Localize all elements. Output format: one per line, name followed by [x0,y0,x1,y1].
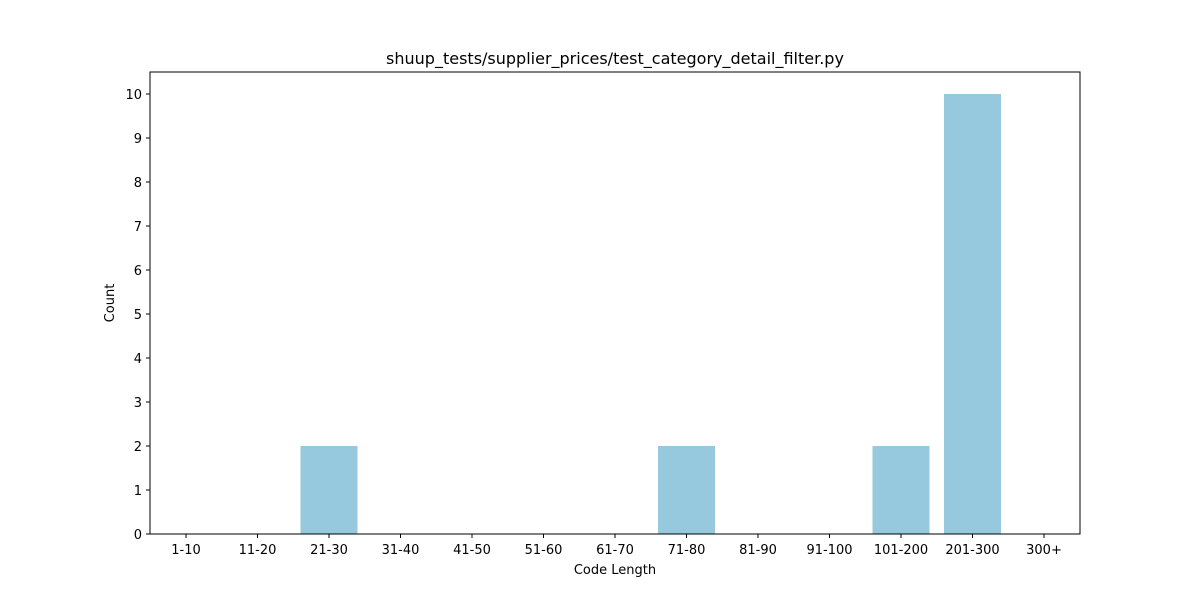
y-axis-label: Count [103,284,118,323]
y-tick-label: 5 [134,308,142,323]
y-tick-label: 1 [134,484,142,499]
y-tick-label: 3 [134,396,142,411]
x-tick-label: 11-20 [239,543,277,558]
bars-group [300,94,1001,534]
y-tick-label: 9 [134,132,142,147]
chart-title: shuup_tests/supplier_prices/test_categor… [386,49,844,69]
x-tick-label: 91-100 [806,543,852,558]
y-tick-label: 8 [134,176,142,191]
y-tick-label: 0 [134,528,142,543]
x-tick-label: 71-80 [668,543,706,558]
x-axis: 1-10 11-20 21-30 31-40 41-50 51-60 61-70 71-80 8… [171,534,1062,558]
x-tick-label: 201-300 [945,543,999,558]
x-tick-label: 101-200 [874,543,928,558]
bar-71-80 [658,446,715,534]
y-tick-label: 6 [134,264,142,279]
y-tick-label: 7 [134,220,142,235]
x-tick-label: 81-90 [739,543,777,558]
plot-area-frame [149,71,1081,535]
y-axis: 0 1 2 3 4 5 6 7 8 9 10 [125,88,150,543]
x-axis-label: Code Length [574,563,656,578]
bar-201-300 [944,94,1001,534]
x-tick-label: 41-50 [453,543,491,558]
x-tick-label: 61-70 [596,543,634,558]
bar-101-200 [872,446,930,534]
y-tick-label: 10 [125,88,142,103]
x-tick-label: 21-30 [310,543,348,558]
y-tick-label: 2 [134,440,142,455]
x-tick-label: 51-60 [525,543,563,558]
y-tick-label: 4 [134,352,142,367]
x-tick-label: 31-40 [382,543,420,558]
bar-21-30 [300,446,358,534]
x-tick-label: 1-10 [171,543,201,558]
x-tick-label: 300+ [1026,543,1062,558]
